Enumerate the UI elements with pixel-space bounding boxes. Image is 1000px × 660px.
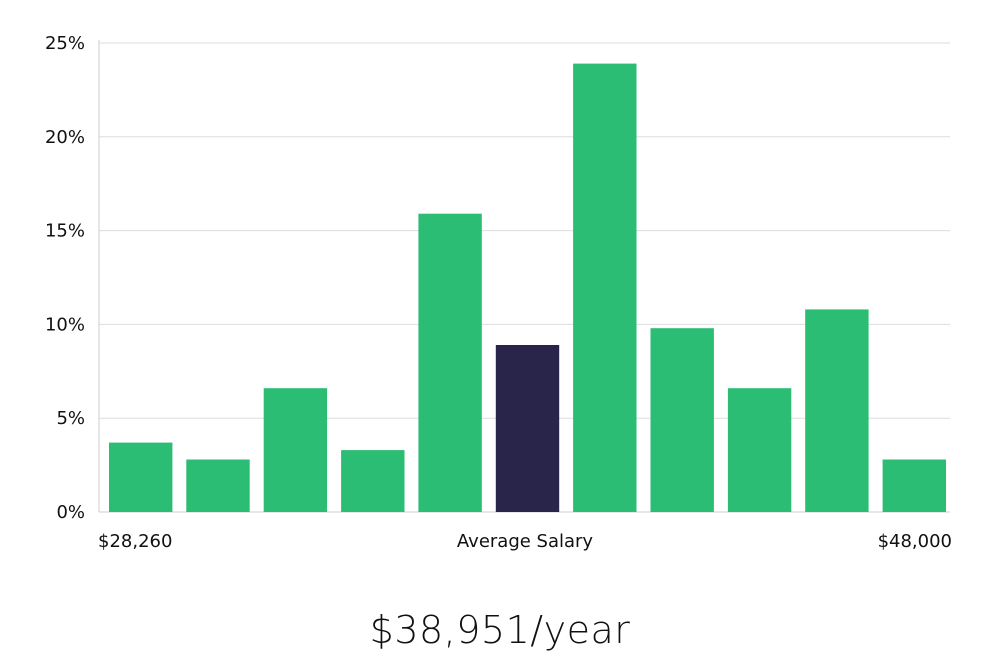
x-label-average: Average Salary — [457, 531, 594, 552]
salary-distribution-chart: 0% 5% 10% 15% 20% 25% $28,260 Average Salary … — [45, 33, 952, 552]
bar — [341, 450, 405, 512]
bar — [727, 388, 792, 512]
bar — [650, 328, 714, 512]
bar — [418, 213, 482, 512]
y-tick-label: 0% — [56, 502, 85, 523]
y-tick-label: 20% — [45, 127, 85, 148]
x-label-max: $48,000 — [878, 531, 952, 552]
x-label-min: $28,260 — [98, 531, 172, 552]
bar — [882, 459, 946, 512]
bar — [109, 442, 173, 512]
bar — [263, 388, 328, 512]
y-tick-label: 10% — [45, 314, 85, 335]
bar-average-salary — [495, 345, 560, 512]
bar — [186, 459, 250, 512]
average-salary-value: $38,951/year — [369, 608, 631, 652]
y-tick-label: 5% — [56, 408, 85, 429]
x-axis: $28,260 Average Salary $48,000 — [98, 531, 952, 552]
bar — [573, 63, 637, 512]
bar — [805, 309, 869, 512]
bars — [109, 63, 946, 512]
y-tick-label: 15% — [45, 221, 85, 242]
y-tick-label: 25% — [45, 33, 85, 54]
